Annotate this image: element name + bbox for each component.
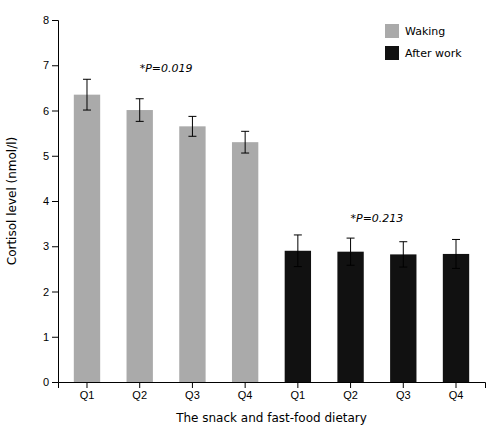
tick-mark xyxy=(245,382,246,388)
tick: 2 xyxy=(43,286,58,298)
tick-mark xyxy=(192,382,193,388)
tick-mark xyxy=(52,382,58,383)
tick: 7 xyxy=(43,59,58,71)
tick-mark xyxy=(86,382,87,388)
tick: Q3 xyxy=(185,382,200,401)
x-axis-title: The snack and fast-food dietary xyxy=(175,411,367,425)
tick-mark xyxy=(139,382,140,388)
y-axis: 0 1 2 3 4 5 6 7 8 xyxy=(43,14,59,388)
tick-label: Q2 xyxy=(343,389,358,401)
axis-line xyxy=(59,383,486,389)
bar xyxy=(127,110,153,382)
tick-mark xyxy=(456,382,457,388)
error-bar xyxy=(241,131,249,153)
chart: Q1 Q2 Q3 Q4 Q1 Q2 Q3 Q4 0 1 2 3 4 5 6 7 8 *P=0.019 *P=0.21… xyxy=(0,0,500,434)
error-bar xyxy=(399,242,407,267)
error-bar xyxy=(347,238,355,265)
tick: 4 xyxy=(43,195,58,207)
legend-swatch xyxy=(385,46,399,60)
tick-mark xyxy=(403,382,404,388)
bar xyxy=(443,254,469,382)
axis-line xyxy=(52,21,59,383)
legend-item: After work xyxy=(385,46,462,60)
error-bar xyxy=(136,99,144,122)
bar xyxy=(337,252,363,382)
tick-label: 7 xyxy=(43,59,49,71)
bar xyxy=(179,126,205,382)
legend-swatch xyxy=(385,24,399,38)
legend-label: After work xyxy=(405,47,462,60)
tick-label: 3 xyxy=(43,240,49,252)
tick: 6 xyxy=(43,105,58,117)
marks xyxy=(74,79,469,382)
tick: Q4 xyxy=(238,382,253,401)
x-axis: Q1 Q2 Q3 Q4 Q1 Q2 Q3 Q4 xyxy=(59,382,486,401)
tick-label: Q3 xyxy=(396,389,411,401)
tick: 5 xyxy=(43,150,58,162)
legend-item: Waking xyxy=(385,24,445,38)
tick: Q2 xyxy=(343,382,358,401)
tick-mark xyxy=(52,65,58,66)
tick: Q4 xyxy=(449,382,464,401)
tick-mark xyxy=(52,337,58,338)
series xyxy=(74,79,259,382)
tick-label: Q4 xyxy=(238,389,253,401)
tick-label: Q1 xyxy=(291,389,306,401)
legend: Waking After work xyxy=(385,24,462,60)
tick-label: Q1 xyxy=(80,389,95,401)
tick: 0 xyxy=(43,376,58,388)
tick-mark xyxy=(52,20,58,21)
plot: Q1 Q2 Q3 Q4 Q1 Q2 Q3 Q4 0 1 2 3 4 5 6 7 8 *P=0.019 *P=0.21… xyxy=(43,14,486,401)
annotation: *P=0.019 xyxy=(140,62,193,75)
tick: 1 xyxy=(43,331,58,343)
error-bar xyxy=(452,239,460,268)
error-bar xyxy=(188,116,196,136)
annotation: *P=0.213 xyxy=(351,212,404,225)
tick: 3 xyxy=(43,240,58,252)
tick: Q3 xyxy=(396,382,411,401)
series xyxy=(285,235,470,382)
error-bar xyxy=(83,79,91,110)
tick-label: 8 xyxy=(43,14,49,26)
tick-label: Q2 xyxy=(132,389,147,401)
tick-label: Q4 xyxy=(449,389,464,401)
tick: Q1 xyxy=(291,382,306,401)
tick-mark xyxy=(52,201,58,202)
tick-label: 4 xyxy=(43,195,49,207)
tick-mark xyxy=(52,156,58,157)
bar xyxy=(74,95,100,382)
tick-label: 6 xyxy=(43,105,49,117)
error-bar xyxy=(294,235,302,267)
tick-mark xyxy=(350,382,351,388)
y-axis-title: Cortisol level (nmol/l) xyxy=(5,137,19,266)
bar xyxy=(232,142,258,382)
legend-label: Waking xyxy=(405,25,445,38)
tick-mark xyxy=(297,382,298,388)
tick-label: 5 xyxy=(43,150,49,162)
tick-mark xyxy=(52,292,58,293)
tick-mark xyxy=(52,246,58,247)
tick-label: Q3 xyxy=(185,389,200,401)
tick-label: 0 xyxy=(43,376,49,388)
tick-label: 1 xyxy=(43,331,49,343)
bar xyxy=(390,254,416,382)
bar xyxy=(285,251,311,382)
tick: Q1 xyxy=(80,382,95,401)
tick: Q2 xyxy=(132,382,147,401)
tick-mark xyxy=(52,111,58,112)
tick: 8 xyxy=(43,14,58,26)
tick-label: 2 xyxy=(43,286,49,298)
